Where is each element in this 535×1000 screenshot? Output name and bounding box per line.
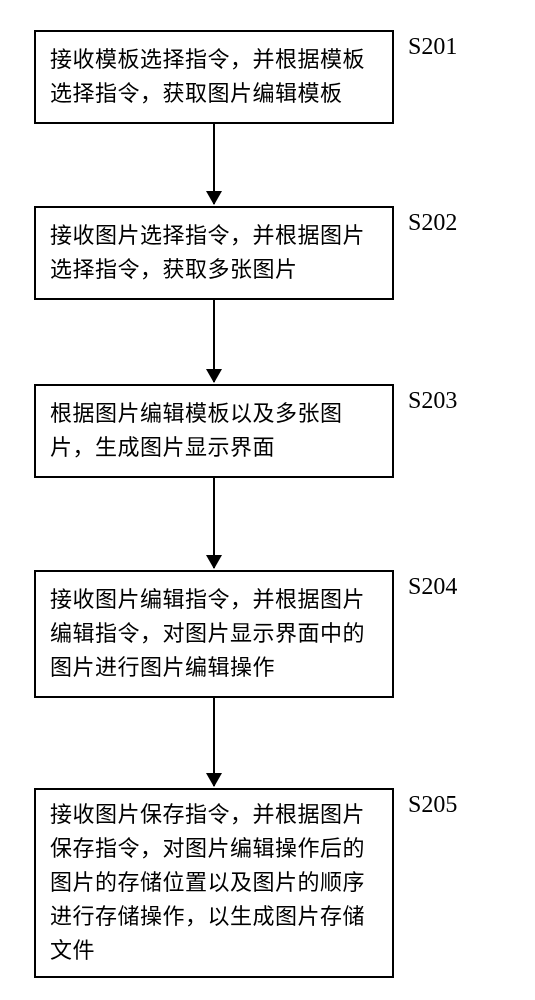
flow-step-text: 接收图片选择指令，并根据图片选择指令，获取多张图片 [50,219,378,287]
flow-arrow-s204-s205 [213,698,215,786]
flow-step-text: 接收图片保存指令，并根据图片保存指令，对图片编辑操作后的图片的存储位置以及图片的… [50,798,378,968]
flow-step-label-s204: S204 [408,574,457,601]
flow-step-label-s205: S205 [408,792,457,819]
flow-step-s205: 接收图片保存指令，并根据图片保存指令，对图片编辑操作后的图片的存储位置以及图片的… [34,788,394,978]
flow-step-text: 接收模板选择指令，并根据模板选择指令，获取图片编辑模板 [50,43,378,111]
flow-step-label-s201: S201 [408,34,457,61]
flow-step-label-s203: S203 [408,388,457,415]
flow-arrow-s201-s202 [213,124,215,204]
flow-step-s201: 接收模板选择指令，并根据模板选择指令，获取图片编辑模板 [34,30,394,124]
flow-step-label-s202: S202 [408,210,457,237]
flow-step-s204: 接收图片编辑指令，并根据图片编辑指令，对图片显示界面中的图片进行图片编辑操作 [34,570,394,698]
flow-step-s203: 根据图片编辑模板以及多张图片，生成图片显示界面 [34,384,394,478]
flow-step-text: 接收图片编辑指令，并根据图片编辑指令，对图片显示界面中的图片进行图片编辑操作 [50,583,378,685]
flow-arrow-s203-s204 [213,478,215,568]
flow-arrow-s202-s203 [213,300,215,382]
flow-step-s202: 接收图片选择指令，并根据图片选择指令，获取多张图片 [34,206,394,300]
flowchart-canvas: 接收模板选择指令，并根据模板选择指令，获取图片编辑模板 S201 接收图片选择指令，… [0,0,535,1000]
flow-step-text: 根据图片编辑模板以及多张图片，生成图片显示界面 [50,397,378,465]
